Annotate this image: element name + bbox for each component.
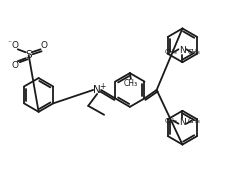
Text: CH₃: CH₃ xyxy=(164,49,177,55)
Text: S: S xyxy=(25,50,32,60)
Text: O: O xyxy=(11,41,18,50)
Text: CH₃: CH₃ xyxy=(188,118,201,124)
Text: CH₃: CH₃ xyxy=(124,79,138,88)
Text: ⁻: ⁻ xyxy=(8,38,12,47)
Text: N: N xyxy=(93,85,101,95)
Text: N: N xyxy=(179,118,186,127)
Text: CH₃: CH₃ xyxy=(164,118,177,124)
Text: CH₃: CH₃ xyxy=(188,49,201,55)
Text: O: O xyxy=(40,41,47,50)
Text: N: N xyxy=(179,46,186,55)
Text: +: + xyxy=(99,83,105,92)
Text: O: O xyxy=(11,61,18,70)
